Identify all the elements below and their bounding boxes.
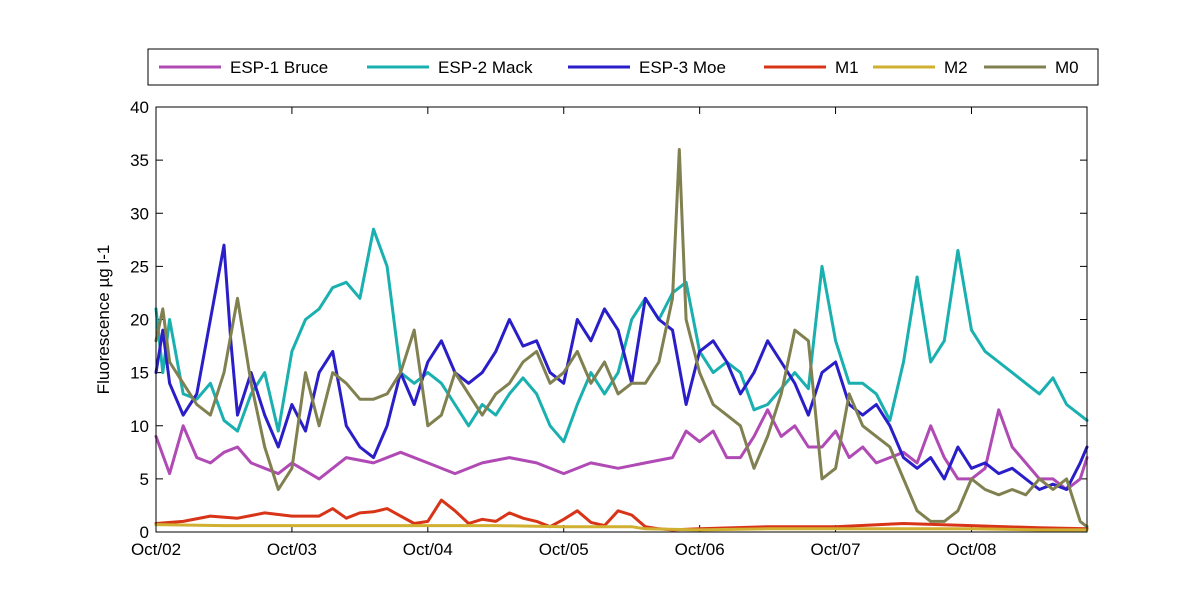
y-tick-label: 15 (130, 364, 149, 383)
legend: ESP-1 Bruce ESP-2 Mack ESP-3 Moe M1 M2 M0 (147, 48, 1099, 86)
y-tick-label: 25 (130, 257, 149, 276)
axis-frame (155, 106, 1088, 533)
y-tick-label: 10 (130, 417, 149, 436)
y-tick-label: 0 (140, 523, 149, 542)
x-tick-label: Oct/04 (403, 540, 453, 559)
plot-area-border (155, 106, 1088, 533)
x-tick-label: Oct/05 (539, 540, 589, 559)
x-tick-label: Oct/07 (811, 540, 861, 559)
series-line-esp-3-moe (154, 243, 1089, 491)
y-tick-label: 40 (130, 98, 149, 117)
y-tick-label: 30 (130, 204, 149, 223)
y-tick-label: 35 (130, 151, 149, 170)
legend-label: ESP-2 Mack (438, 58, 533, 77)
series-line-m0 (154, 148, 1089, 529)
series-line-m2 (154, 523, 1089, 532)
legend-label: M1 (835, 58, 859, 77)
y-axis-label: Fluorescence µg l-1 (94, 245, 113, 395)
y-tick-label: 20 (130, 311, 149, 330)
legend-label: M2 (944, 58, 968, 77)
series-layer (154, 148, 1089, 532)
x-tick-label: Oct/02 (131, 540, 181, 559)
series-line-esp-1-bruce (154, 408, 1089, 491)
x-tick-label: Oct/03 (267, 540, 317, 559)
legend-label: M0 (1055, 58, 1079, 77)
series-line-esp-2-mack (154, 227, 1089, 444)
x-tick-label: Oct/08 (946, 540, 996, 559)
y-tick-label: 5 (140, 470, 149, 489)
x-tick-label: Oct/06 (675, 540, 725, 559)
legend-label: ESP-1 Bruce (230, 58, 328, 77)
legend-label: ESP-3 Moe (639, 58, 726, 77)
